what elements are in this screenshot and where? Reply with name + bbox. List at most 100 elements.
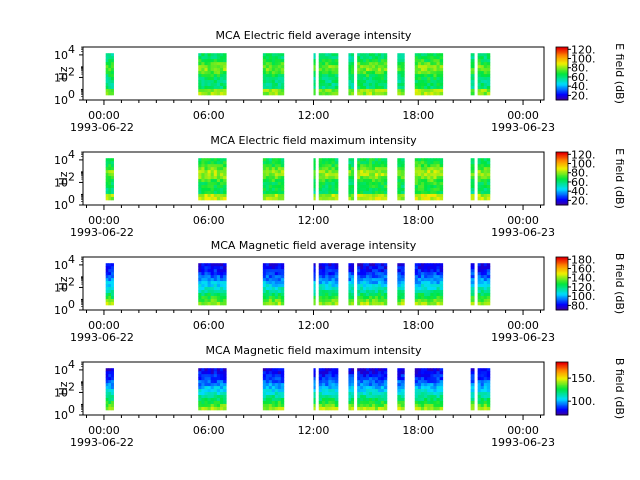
heat-cell — [369, 281, 373, 285]
heat-cell — [207, 196, 212, 201]
heat-cell — [480, 59, 485, 63]
heat-cell — [427, 298, 431, 303]
heat-cell — [357, 374, 361, 378]
heat-cell — [414, 170, 419, 174]
heat-cell — [334, 295, 339, 300]
heat-cell — [351, 284, 355, 288]
heat-cell — [363, 53, 367, 57]
heat-cell — [369, 179, 373, 183]
heat-cell — [265, 301, 270, 306]
heat-cell — [380, 383, 385, 387]
heat-cell — [207, 77, 212, 81]
heat-cell — [110, 295, 114, 300]
heat-cell — [331, 377, 336, 381]
heat-cell — [366, 68, 370, 72]
heat-cell — [271, 281, 276, 285]
heat-cell — [262, 71, 267, 75]
heat-cell — [105, 91, 109, 96]
heat-cell — [334, 275, 339, 279]
heat-cell — [207, 368, 212, 372]
heat-cell — [374, 88, 379, 93]
heat-cell — [470, 170, 475, 174]
heat-cell — [216, 74, 221, 78]
heat-cell — [436, 266, 441, 270]
heat-cell — [470, 193, 475, 198]
heat-cell — [325, 298, 329, 303]
heat-cell — [334, 176, 339, 180]
heat-cell — [277, 374, 282, 378]
heat-cell — [216, 383, 221, 387]
heat-cell — [223, 287, 227, 291]
heat-cell — [110, 380, 114, 384]
y-tick-base: 10 — [54, 199, 68, 212]
x-end-date-label: 1993-06-23 — [491, 331, 555, 344]
heat-cell — [363, 301, 367, 306]
heat-cell — [427, 196, 431, 201]
heat-cell — [110, 53, 114, 57]
heat-cell — [357, 190, 361, 195]
heat-cell — [328, 400, 332, 405]
heat-cell — [436, 374, 441, 378]
heat-cell — [207, 281, 212, 285]
colorbar-tick-label: 100. — [571, 395, 596, 408]
heat-cell — [334, 374, 339, 378]
colorbar-step — [556, 167, 568, 170]
heat-cell — [486, 398, 491, 402]
heat-cell — [331, 80, 336, 84]
heat-cell — [271, 173, 276, 177]
heat-cell — [213, 272, 218, 276]
heat-cell — [417, 389, 422, 393]
heat-cell — [360, 161, 364, 165]
heat-cell — [363, 287, 367, 291]
heat-cell — [480, 158, 485, 162]
heat-cell — [351, 91, 355, 96]
heat-cell — [313, 371, 316, 375]
heat-cell — [366, 293, 370, 297]
heat-cell — [397, 167, 402, 171]
heat-cell — [268, 403, 273, 408]
heat-cell — [397, 161, 402, 165]
heat-cell — [427, 83, 431, 87]
heat-cell — [313, 281, 316, 285]
heat-cell — [414, 380, 419, 384]
heat-cell — [328, 179, 332, 183]
heat-cell — [110, 167, 114, 171]
heat-cell — [325, 377, 329, 381]
x-tick-label: 06:00 — [193, 424, 225, 437]
heat-cell — [372, 91, 376, 96]
colorbar-tick-label: 100. — [571, 53, 596, 66]
heat-cell — [204, 377, 208, 381]
heat-cell — [430, 167, 434, 171]
panel-title: MCA Magnetic field maximum intensity — [206, 344, 422, 357]
heat-cell — [351, 185, 355, 189]
heat-cell — [470, 301, 475, 306]
heat-cell — [380, 173, 385, 177]
heat-cell — [380, 59, 385, 63]
heat-cell — [210, 293, 215, 297]
heat-cell — [351, 278, 355, 282]
colorbar-step — [556, 191, 568, 194]
heat-cell — [483, 53, 488, 57]
heat-cell — [430, 68, 434, 72]
heat-cell — [424, 158, 428, 162]
heat-cell — [334, 91, 339, 96]
heat-cell — [363, 275, 367, 279]
heat-cell — [280, 403, 285, 408]
y-tick-exponent: 0 — [68, 298, 75, 311]
heat-cell — [331, 403, 336, 408]
heat-cell — [207, 403, 212, 408]
heat-cell — [351, 377, 355, 381]
heat-cell — [207, 179, 212, 183]
data-segment — [313, 53, 316, 96]
heat-cell — [274, 380, 279, 384]
heat-cell — [357, 290, 361, 294]
heat-cell — [262, 368, 267, 372]
heat-cell — [213, 196, 218, 201]
heat-cell — [483, 185, 488, 189]
heat-cell — [420, 161, 425, 165]
heat-cell — [331, 272, 336, 276]
heat-cell — [397, 91, 402, 96]
heat-cell — [417, 80, 422, 84]
heat-cell — [204, 269, 208, 273]
heat-cell — [470, 368, 475, 372]
